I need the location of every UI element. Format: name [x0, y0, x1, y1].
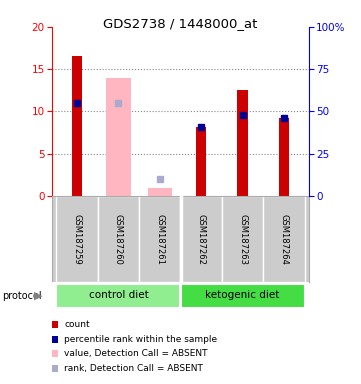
Bar	[72, 56, 82, 196]
Bar	[180, 283, 305, 308]
Bar	[56, 283, 180, 308]
Text: ▶: ▶	[34, 291, 42, 301]
Text: GSM187262: GSM187262	[197, 214, 206, 265]
Text: GSM187261: GSM187261	[155, 214, 164, 265]
Text: rank, Detection Call = ABSENT: rank, Detection Call = ABSENT	[64, 364, 203, 373]
Text: protocol: protocol	[2, 291, 42, 301]
Bar	[263, 196, 305, 282]
Bar	[56, 196, 98, 282]
Text: ketogenic diet: ketogenic diet	[205, 290, 280, 300]
Bar	[279, 118, 289, 196]
Text: GSM187263: GSM187263	[238, 214, 247, 265]
Text: count: count	[64, 320, 90, 329]
Text: value, Detection Call = ABSENT: value, Detection Call = ABSENT	[64, 349, 208, 358]
Bar	[139, 196, 180, 282]
Bar	[148, 188, 172, 196]
Text: control diet: control diet	[88, 290, 148, 300]
Bar	[98, 196, 139, 282]
Bar	[238, 90, 248, 196]
Bar	[180, 196, 222, 282]
Text: GSM187259: GSM187259	[73, 214, 82, 265]
Bar	[106, 78, 131, 196]
Text: GDS2738 / 1448000_at: GDS2738 / 1448000_at	[103, 17, 258, 30]
Bar	[222, 196, 263, 282]
Text: percentile rank within the sample: percentile rank within the sample	[64, 334, 217, 344]
Text: GSM187260: GSM187260	[114, 214, 123, 265]
Text: GSM187264: GSM187264	[279, 214, 288, 265]
Bar	[196, 127, 206, 196]
